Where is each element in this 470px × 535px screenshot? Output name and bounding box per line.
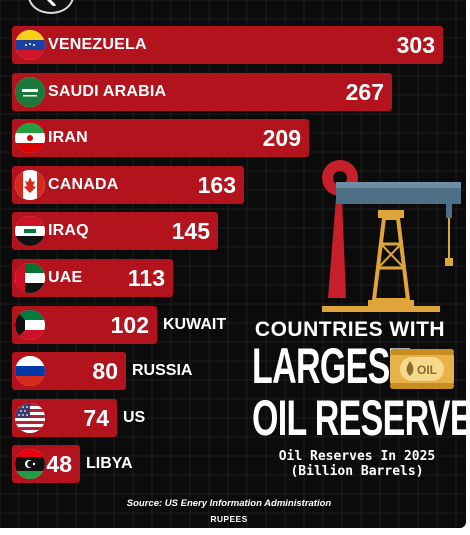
bar-value-saudi-arabia: 267 [345, 79, 384, 105]
bar-value-us: 74 [83, 405, 109, 431]
bar-label-russia: RUSSIA [132, 362, 193, 379]
chart-title-line-1: COUNTRIES WITH [254, 318, 446, 341]
bar-russia: 80 [12, 352, 126, 390]
source-note: Source: US Enery Information Administrat… [126, 498, 332, 509]
flag-uae-icon [15, 263, 45, 293]
bar-value-uae: 113 [127, 265, 165, 291]
bar-label-iran: IRAN [48, 129, 88, 146]
bar-libya: 48 [12, 445, 80, 483]
brand-label: RUPEES [210, 514, 248, 524]
bar-label-saudi-arabia: SAUDI ARABIA [48, 83, 167, 100]
chevron-left-icon [46, 0, 57, 6]
flag-saudi-arabia-icon [15, 77, 45, 107]
flag-canada-icon [15, 170, 45, 200]
flag-kuwait-icon [15, 310, 45, 340]
chart-title-line-3: OIL RESERVES [252, 390, 466, 446]
bar-value-russia: 80 [92, 358, 118, 384]
bar-label-iraq: IRAQ [48, 222, 89, 239]
bar-value-kuwait: 102 [110, 312, 149, 338]
bar-iraq: 145 IRAQ [12, 212, 218, 250]
bar-canada: 163 CANADA [12, 166, 244, 204]
flag-iraq-icon [15, 216, 45, 246]
bar-value-iran: 209 [262, 125, 301, 151]
bar-value-venezuela: 303 [396, 32, 435, 58]
subtitle-line-1: Oil Reserves In 2025 [278, 449, 436, 464]
bar-label-us: US [123, 409, 146, 426]
flag-us-icon [15, 403, 45, 433]
bar-iran: 209 IRAN [12, 119, 309, 157]
chart-subtitle: Oil Reserves In 2025 (Billion Barrels) [262, 449, 452, 479]
bar-value-libya: 48 [46, 451, 72, 477]
bar-label-uae: UAE [48, 269, 83, 286]
bar-label-kuwait: KUWAIT [163, 316, 227, 333]
bar-label-libya: LIBYA [86, 455, 133, 472]
chart-title-line-2: LARGEST [252, 338, 410, 394]
bar-value-iraq: 145 [171, 218, 210, 244]
bar-venezuela: 303 VENEZUELA [12, 26, 443, 64]
bar-label-venezuela: VENEZUELA [48, 36, 147, 53]
barrel-label: OIL [417, 363, 437, 377]
bar-saudi-arabia: 267 SAUDI ARABIA [12, 73, 392, 111]
bar-value-canada: 163 [197, 172, 236, 198]
subtitle-line-2: (Billion Barrels) [290, 464, 424, 479]
oil-pumpjack-icon [322, 160, 461, 312]
bar-kuwait: 102 [12, 306, 157, 344]
flag-russia-icon [15, 356, 45, 386]
bar-label-canada: CANADA [48, 176, 119, 193]
flag-libya-icon [15, 449, 45, 479]
oil-barrel-icon: OIL [390, 349, 454, 389]
bar-us: 74 [12, 399, 117, 437]
flag-venezuela-icon [15, 30, 45, 60]
flag-iran-icon [15, 123, 45, 153]
infographic: 303 VENEZUELA 267 SAUDI ARABIA 209 IRAN 163 CAN… [0, 0, 466, 528]
bar-uae: 113 UAE [12, 259, 173, 297]
